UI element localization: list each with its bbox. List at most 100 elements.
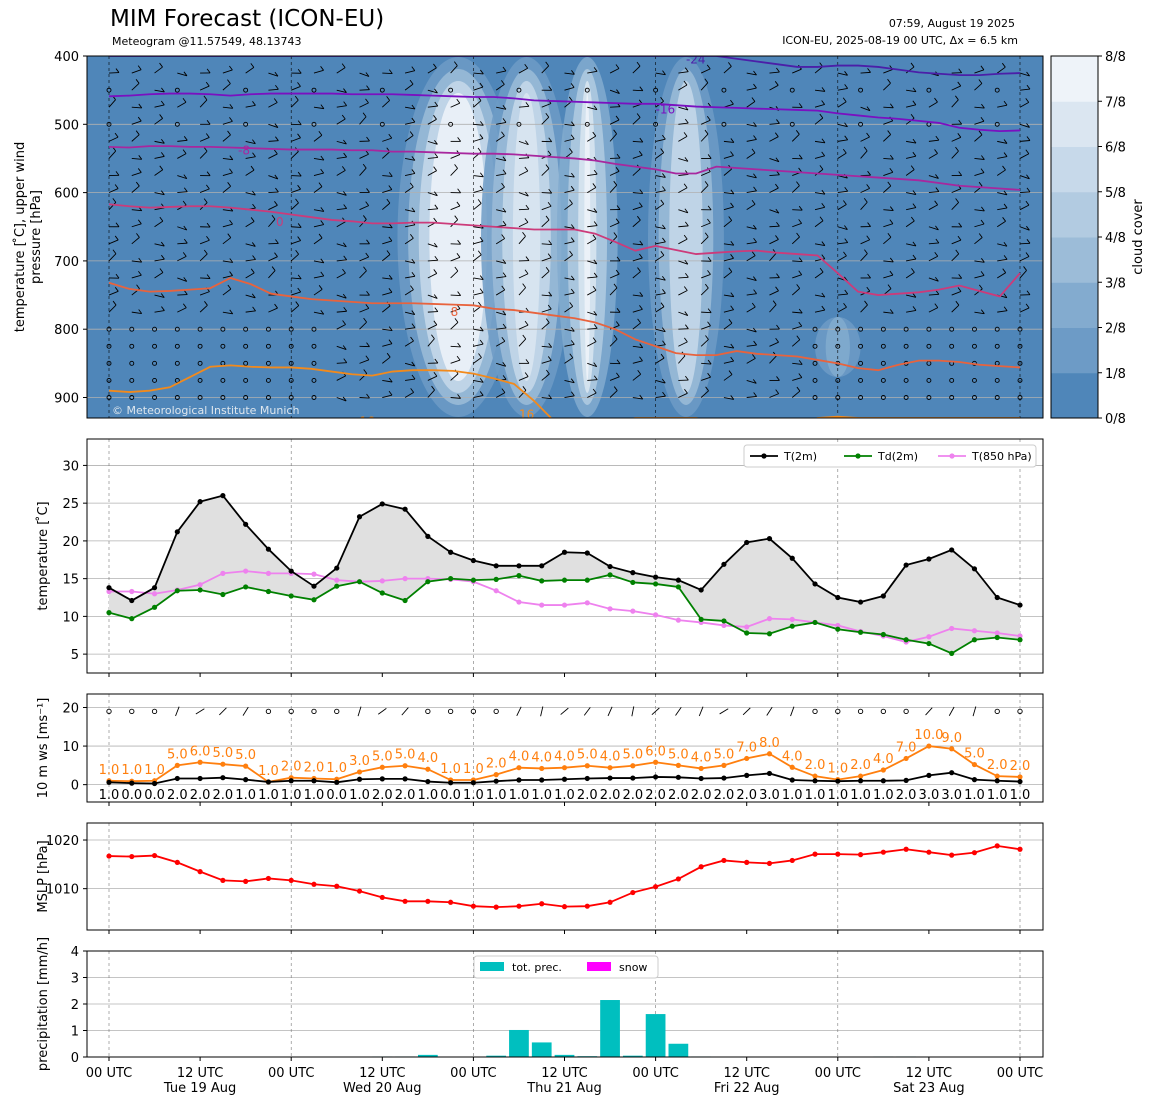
wind-label: 1.0 <box>349 788 370 803</box>
y-axis-label: precipitation [mm/h] <box>36 937 51 1071</box>
wind-barb-flag <box>522 232 526 237</box>
wind-barb-flag <box>593 208 598 213</box>
wind-barb <box>450 256 461 262</box>
wind-barb-flag <box>456 253 461 258</box>
wind-barb-flag <box>502 362 507 367</box>
mslp-point <box>630 889 636 896</box>
wind-barb-flag <box>1003 306 1008 312</box>
wind-barb-flag <box>821 87 826 92</box>
wind-speed-point <box>857 778 864 784</box>
calm-marker <box>288 395 294 400</box>
wind-barb <box>450 168 458 176</box>
wind-barb <box>290 99 299 108</box>
wind-barb <box>746 277 757 282</box>
wind-barb-flag <box>638 150 643 156</box>
wind-barb <box>814 243 825 247</box>
wind-barb-flag <box>683 183 688 189</box>
wind-barb <box>632 345 643 349</box>
wind-barb-flag <box>342 345 347 350</box>
wind-barb-flag <box>411 258 416 264</box>
wind-barb <box>974 69 985 74</box>
calm-marker <box>812 377 818 383</box>
calm-marker <box>972 395 977 400</box>
wind-barb-flag <box>433 269 438 274</box>
wind-barb <box>1019 242 1031 245</box>
wind-barb <box>154 310 165 313</box>
wind-barb <box>972 706 977 717</box>
wind-barb <box>496 260 506 264</box>
wind-barb-flag <box>593 259 598 265</box>
y-tick-label: 5 <box>71 648 79 663</box>
wind-barb-flag <box>454 266 459 272</box>
wind-barb-flag <box>637 215 641 221</box>
wind-barb-flag <box>569 250 573 256</box>
dewpoint-point <box>1017 637 1023 643</box>
wind-barb-flag <box>775 208 780 214</box>
wind-barb <box>427 338 435 347</box>
temperature-point <box>539 563 545 569</box>
wind-barb <box>791 133 800 142</box>
temperature-point <box>220 493 226 499</box>
wind-barb <box>974 134 983 142</box>
calm-marker <box>152 343 158 349</box>
wind-barb <box>678 311 688 316</box>
wind-barb-flag <box>457 239 461 245</box>
wind-barb <box>655 292 666 296</box>
wind-barb-flag <box>545 318 550 323</box>
wind-barb-flag <box>728 370 733 375</box>
wind-speed-point <box>220 775 226 781</box>
wind-barb <box>928 293 939 296</box>
wind-barb <box>245 259 256 262</box>
wind-speed-point <box>311 778 317 784</box>
wind-barb-flag <box>753 122 757 127</box>
wind-barb-flag <box>684 67 689 72</box>
wind-barb-flag <box>362 112 367 118</box>
wind-barb <box>177 242 188 245</box>
wind-speed-point <box>129 780 135 786</box>
wind-barb-flag <box>297 274 302 280</box>
wind-barb <box>518 157 529 159</box>
wind-barb-flag <box>252 306 256 312</box>
wind-barb <box>245 140 256 145</box>
calm-marker <box>106 121 112 127</box>
wind-barb-flag <box>887 78 891 84</box>
wind-barb-flag <box>1002 165 1006 171</box>
wind-barb-flag <box>433 320 438 326</box>
mslp-point <box>106 853 112 859</box>
wind-label: 1.0 <box>964 788 985 803</box>
wind-barb-flag <box>502 105 507 110</box>
wind-barb-flag <box>704 232 709 238</box>
gust-label: 1.0 <box>326 761 347 776</box>
wind-barb <box>336 156 347 159</box>
wind-barb-flag <box>479 172 484 178</box>
wind-barb <box>678 84 688 91</box>
wind-barb <box>951 136 961 142</box>
calm-marker <box>949 377 955 383</box>
wind-barb-flag <box>912 87 917 92</box>
wind-barb <box>404 224 415 228</box>
mslp-point <box>356 888 363 894</box>
temperature-point <box>516 563 522 569</box>
wind-barb <box>587 311 597 316</box>
wind-barb-flag <box>343 139 347 145</box>
wind-barb <box>427 375 438 381</box>
wind-barb-flag <box>548 86 553 91</box>
precip-legend: tot. prec. snow <box>473 955 659 979</box>
wind-label: 3.0 <box>941 788 962 803</box>
calm-marker <box>949 343 955 349</box>
wind-barb <box>222 120 233 125</box>
gust-point <box>994 773 1000 779</box>
y-tick-label: 700 <box>54 255 79 270</box>
wind-barb-flag <box>502 169 507 175</box>
wind-barb-flag <box>730 292 735 297</box>
wind-barb-flag <box>136 233 140 238</box>
wind-barb-flag <box>684 311 689 316</box>
wind-barb-flag <box>844 238 849 243</box>
wind-barb <box>905 66 915 74</box>
wind-barb-flag <box>981 155 985 160</box>
wind-barb-flag <box>864 249 868 254</box>
wind-label: 2.0 <box>736 788 757 803</box>
wind-barb <box>1019 123 1030 128</box>
precip-bar <box>417 1054 438 1057</box>
wind-barb <box>222 288 232 296</box>
